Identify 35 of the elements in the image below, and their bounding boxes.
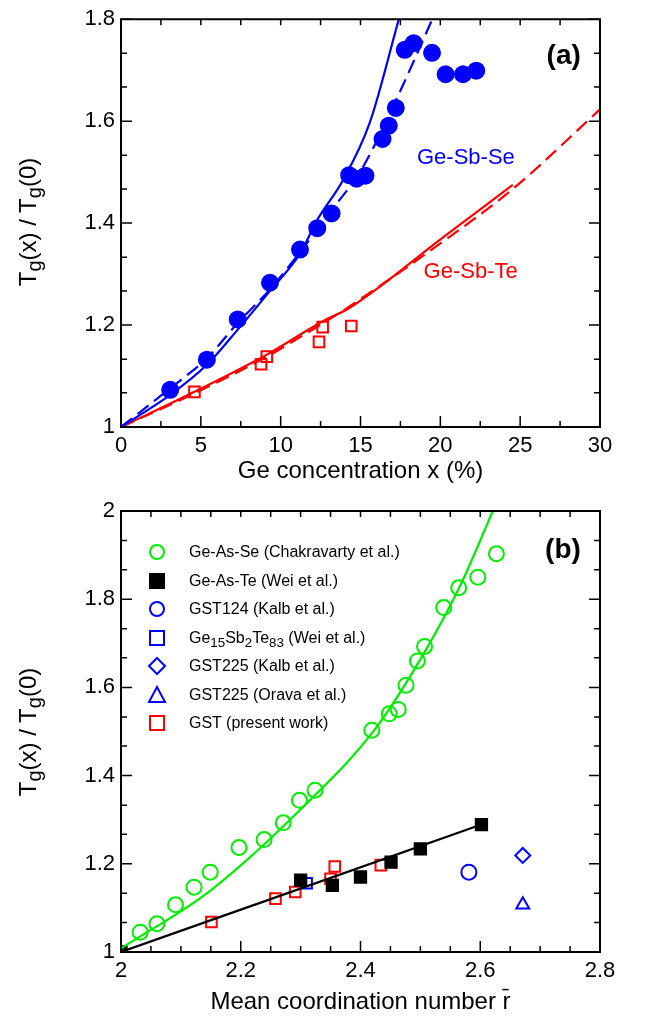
- annotation: Ge-Sb-Se: [416, 143, 515, 169]
- legend-label: GST225 (Kalb et al.): [189, 656, 335, 676]
- annotation: (a): [546, 38, 581, 70]
- legend-label: Ge-As-Se (Chakravarty et al.): [189, 542, 400, 562]
- x-tick-label: 15: [348, 432, 373, 458]
- x-tick-label: 2.2: [225, 957, 257, 983]
- y-tick-label: 1: [102, 938, 115, 964]
- x-tick-label: 0: [114, 432, 128, 458]
- annotation: Ge-Sb-Te: [423, 258, 518, 284]
- y-tick-label: 1.4: [84, 209, 115, 235]
- y-tick-label: 1.6: [84, 107, 115, 133]
- legend-label: GST225 (Orava et al.): [189, 684, 347, 705]
- y-tick-label: 1.8: [84, 585, 115, 611]
- x-tick-label: 30: [587, 432, 613, 458]
- y-tick-label: 1.4: [84, 761, 115, 787]
- x-tick-label: 5: [194, 432, 207, 458]
- annotation: (b): [545, 533, 581, 565]
- y-tick-label: 1.8: [84, 5, 115, 31]
- y-tick-label: 2: [102, 497, 115, 523]
- x-tick-label: 2.6: [464, 957, 496, 983]
- y-tick-label: 1.6: [84, 673, 115, 699]
- y-tick-label: 1.2: [84, 311, 115, 337]
- x-tick-label: 25: [507, 432, 533, 458]
- legend-label: Ge$_{15}$Sb$_{2}$Te$_{83}$ (Wei et al.): [189, 627, 366, 652]
- y-tick-label: 1.2: [84, 849, 115, 875]
- y-tick-label: 1: [102, 413, 115, 439]
- x-tick-label: 2.8: [584, 957, 616, 983]
- legend-label: Ge-As-Te (Wei et al.): [189, 570, 339, 591]
- x-tick-label: 10: [268, 432, 293, 458]
- x-axis-title: Ge concentration x (%): [236, 456, 485, 484]
- legend-label: GST (present work): [189, 713, 329, 733]
- x-tick-label: 2.4: [345, 957, 376, 983]
- x-tick-label: 20: [428, 432, 453, 458]
- x-axis-title: Mean coordination number r̄: [209, 987, 512, 1015]
- legend-label: GST124 (Kalb et al.): [189, 599, 335, 619]
